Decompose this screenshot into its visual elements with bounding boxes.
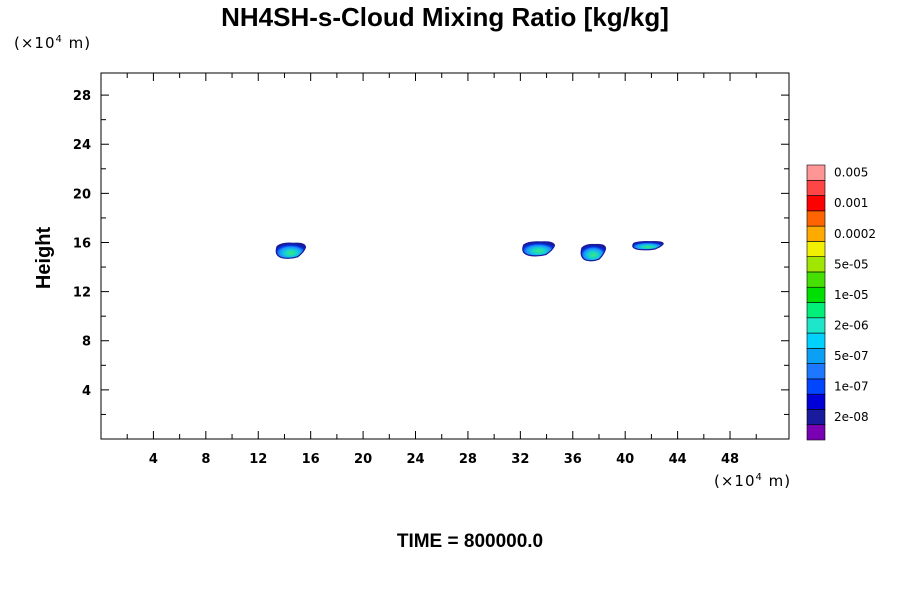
colorbar-swatch — [806, 317, 826, 334]
colorbar-swatch — [806, 225, 826, 242]
y-tick-label: 8 — [82, 335, 91, 350]
y-tick-label: 12 — [73, 286, 91, 301]
colorbar: 2e-08 1e-07 5e-07 2e-06 1e-05 5e-05 0.0002 0.00… — [806, 164, 876, 441]
colorbar-swatch — [806, 348, 826, 364]
colorbar-swatch — [806, 241, 826, 257]
colorbar-label: 1e-07 — [834, 380, 869, 394]
x-tick-label: 12 — [249, 452, 267, 467]
cloud-patch — [580, 243, 607, 262]
colorbar-label: 2e-06 — [834, 318, 869, 332]
colorbar-swatch — [806, 210, 826, 227]
x-tick-label: 36 — [564, 452, 582, 467]
colorbar-swatch — [806, 179, 826, 196]
colorbar-swatch — [806, 424, 826, 441]
x-tick-label: 28 — [459, 452, 477, 467]
y-tick-label: 28 — [73, 89, 91, 104]
x-tick-label: 16 — [302, 452, 320, 467]
colorbar-swatch — [806, 409, 826, 426]
cloud-patch — [522, 241, 556, 257]
y-tick-label: 16 — [73, 236, 91, 251]
x-tick-label: 44 — [669, 452, 687, 467]
chart-title: NH4SH-s-Cloud Mixing Ratio [kg/kg] — [221, 2, 669, 32]
x-tick-label: 24 — [406, 452, 424, 467]
colorbar-label: 5e-07 — [834, 349, 869, 363]
colorbar-label: 2e-08 — [834, 410, 869, 424]
x-tick-label: 20 — [354, 452, 372, 467]
colorbar-label: 0.005 — [834, 166, 868, 180]
y-tick-label: 24 — [73, 138, 91, 153]
colorbar-swatch — [806, 195, 826, 212]
x-tick-label: 32 — [511, 452, 529, 467]
x-tick-label: 4 — [149, 452, 158, 467]
x-axis: 4 8 12 16 20 24 28 32 36 40 44 48 — [126, 73, 757, 467]
time-label: TIME = 800000.0 — [396, 531, 544, 552]
colorbar-label: 0.001 — [834, 196, 868, 210]
colorbar-swatch — [806, 393, 826, 410]
colorbar-swatch — [806, 286, 826, 303]
x-tick-label: 8 — [201, 452, 210, 467]
x-tick-label: 40 — [616, 452, 634, 467]
y-axis-label: Height — [33, 227, 55, 290]
colorbar-swatch — [806, 332, 826, 349]
y-axis-unit: (×104 m) — [14, 34, 92, 52]
y-tick-label: 4 — [82, 384, 91, 399]
colorbar-label: 0.0002 — [834, 227, 876, 241]
plot-frame — [100, 72, 790, 440]
cloud-patch — [275, 242, 307, 259]
x-axis-unit: (×104 m) — [714, 472, 792, 490]
y-tick-label: 20 — [73, 187, 91, 202]
y-axis: 4 8 12 16 20 24 28 — [73, 89, 789, 415]
colorbar-swatch — [806, 302, 826, 319]
colorbar-swatch — [806, 378, 826, 395]
x-tick-label: 48 — [721, 452, 739, 467]
colorbar-label: 5e-05 — [834, 257, 869, 271]
colorbar-swatch — [806, 271, 826, 288]
cloud-field — [275, 241, 664, 262]
colorbar-label: 1e-05 — [834, 288, 869, 302]
colorbar-swatch — [806, 363, 826, 380]
colorbar-swatch — [806, 256, 826, 273]
cloud-patch — [632, 241, 664, 251]
colorbar-swatch — [806, 164, 826, 181]
